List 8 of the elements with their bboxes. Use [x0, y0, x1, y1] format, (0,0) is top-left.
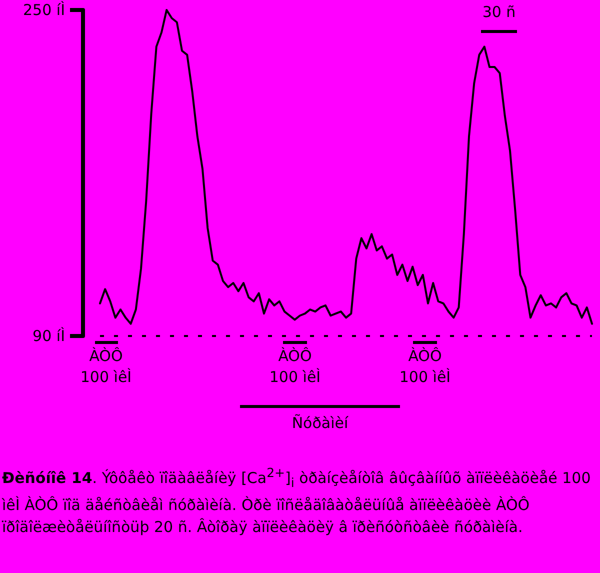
- y-tick-label: 90 íÌ: [32, 327, 65, 345]
- text: ÀÒÔ 100 ìêÌ: [268, 346, 322, 388]
- text: ÀÒÔ 100 ìêÌ: [79, 346, 133, 388]
- annotation: 30 ñ: [481, 2, 517, 23]
- text: Ñóðàìèí: [290, 413, 350, 434]
- y-tick-label: 250 íÌ: [23, 1, 65, 19]
- text: Ðèñóíîê 14. Ýôôåêò ïîäàâëåíèÿ [Ca$^{2+}$]$_{i}$ òðàíçèåíòîâ âûçâàííûõ àïïëèêàöèåé 100 ìêÌ ÀÒÔ ïîä äåéñòâèåì ñóðàìèíà. Òðè ïîñëåäîâàòåëüíûå àïïëèêàöèè ÀÒÔ ïðîäîëæèòåëüíîñòüþ 20 ñ. Âòîðàÿ àïïëèêàöèÿ â ïðèñóòñòâèè ñóðàìèíà.: [2, 465, 591, 536]
- text: ÀÒÔ 100 ìêÌ: [398, 346, 452, 388]
